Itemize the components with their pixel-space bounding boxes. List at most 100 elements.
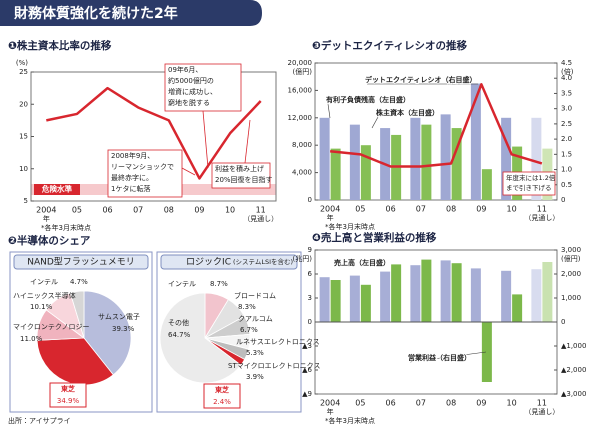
panel-title: ❶株主資本比率の推移 [8,39,112,52]
y2-tick-label: 4.0 [561,74,572,82]
series-label: 売上高（左目盛） [334,258,390,267]
bar [451,263,462,322]
series-label: デットエクイティレシオ（右目盛） [365,75,476,84]
highlight-box [49,382,87,408]
bar [360,284,371,322]
y-tick-label: 10 [19,165,28,173]
x-tick-label: 11 [256,206,266,215]
y-tick-label: 3 [308,294,312,302]
x-tick-label: 10 [225,206,235,215]
pie-label: STマイクロエレクトロニクス [228,362,320,370]
line [329,83,543,168]
pie-slice [69,290,85,339]
pie-value-label: 8.3% [238,303,256,311]
y-tick-label: 15 [19,133,28,141]
pie-label: インテル [30,278,58,286]
annotation-text: 窮地を脱する [168,98,210,107]
annotation-text: リーマンショックで [111,163,174,171]
y-tick-label: 0 [308,196,312,204]
y2-tick-label: 3,000 [561,246,581,254]
danger-label: 危険水準 [42,184,72,194]
x-tick-label: 07 [416,205,426,214]
y2-tick-label: 3.5 [561,89,572,97]
x-tick-label: 2004 [320,205,340,214]
panel-title: ❸デットエクイティレシオの推移 [312,39,468,52]
bar [319,277,330,322]
line [46,86,262,180]
annotation-box [211,162,271,189]
y2-tick-label: ▲2,000 [561,366,586,374]
leader-line [409,351,487,363]
leader-line [371,116,379,129]
x-tick-label: 07 [416,399,426,408]
pie-label: 東芝 [61,384,75,393]
pie-value-label: 3.9% [246,373,264,381]
y2-unit: (億円) [561,254,581,263]
series-label: 株主資本（左目盛） [376,108,439,117]
x-tick-label: 06 [386,399,396,408]
y2-tick-label: 1.0 [561,166,572,174]
bar [481,169,492,200]
highlight-box [203,383,241,409]
pie-title-pill [13,254,149,270]
bar [512,294,523,322]
x-tick-label: 10 [507,205,517,214]
header-title: 財務体質強化を続けた2年 [13,5,178,22]
pie-slice [36,337,114,386]
leader-line [327,103,331,119]
pie-label: インテル [168,280,196,288]
y2-tick-label: 2.0 [561,135,572,143]
pie-subtitle: (システムLSIを含む) [233,258,293,266]
y2-tick-label: 0 [561,196,565,204]
x-tick-label: 06 [386,205,396,214]
x-tick-label: 09 [476,399,486,408]
bar [481,322,492,382]
y-unit: (兆円) [293,254,313,263]
annotation-box [107,149,183,198]
x-tick-label: 10 [507,399,517,408]
y2-tick-label: ▲3,000 [561,390,586,398]
pie-label: ルネサスエレクトロニクス [236,338,320,346]
pie-title: ロジックIC [186,257,231,268]
pie-value-label: 6.7% [240,326,258,334]
header-banner [0,0,262,26]
x-tick-label: 07 [133,206,143,215]
y-tick-label: 16,000 [288,86,313,94]
x-tick-label: 09 [194,206,204,215]
bar [349,275,360,322]
x-unit: 年 [43,214,50,223]
bar [391,264,402,322]
y2-tick-label: 2.5 [561,120,572,128]
bar [542,262,553,322]
y-tick-label: 0 [308,318,312,326]
y-unit: (%) [16,59,28,67]
pie-value-label: 4.7% [70,278,88,286]
y2-tick-label: ▲1,000 [561,342,586,350]
annotation-text: 2008年9月、 [111,151,154,160]
pie-title-pill [160,254,298,270]
y-tick-label: 5 [24,197,28,205]
annotation-text: 1ケタに転落 [111,184,150,193]
leader-line [181,167,196,176]
bar [330,280,341,322]
x-tick-label: 05 [72,206,82,215]
pie-slice [83,290,132,376]
annotation-box [502,171,556,196]
pie-label: その他 [168,318,189,327]
pie-value-label: 5.3% [246,349,264,357]
pie-label: マイクロンテクノロジー [13,323,89,331]
y-unit: (億円) [293,67,313,76]
bar [421,259,432,322]
y-tick-label: 12,000 [288,114,313,122]
y2-tick-label: 4.5 [561,59,572,67]
y-tick-label: 6 [308,270,313,278]
series-label: 有利子負債残高（左目盛） [326,95,410,104]
x-tick-label: 05 [355,399,365,408]
bar [421,124,432,200]
y-tick-label: 20 [19,100,28,108]
x-tick-label: 05 [355,205,365,214]
x-unit: 年 [327,407,334,416]
bar [501,117,512,200]
